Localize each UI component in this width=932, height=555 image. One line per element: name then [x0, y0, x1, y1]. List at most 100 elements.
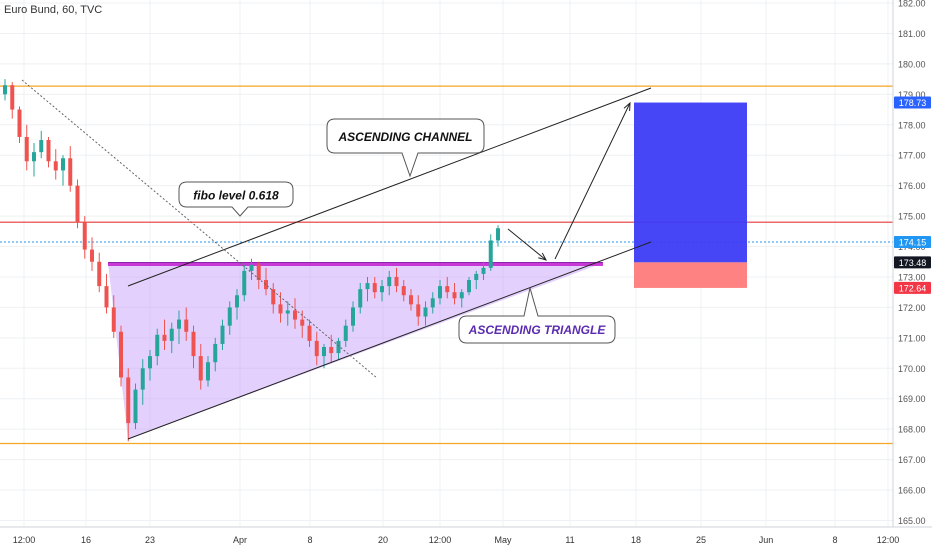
drawings-layer: ASCENDING CHANNEL fibo level 0.618 ASCENDI…: [21, 79, 652, 440]
candle-body: [285, 310, 290, 314]
price-tag: [894, 256, 931, 269]
candle-body: [394, 276, 399, 287]
y-tick-label: 180.00: [898, 59, 926, 69]
candle-body: [119, 331, 123, 378]
candle-body: [336, 340, 341, 354]
candle-body: [235, 295, 239, 308]
y-tick-label: 175.00: [898, 212, 926, 222]
candle-body: [82, 222, 87, 250]
candle-body: [162, 334, 167, 341]
candle-body: [409, 295, 413, 305]
channel-callout-box: [326, 118, 485, 178]
x-tick-label: 16: [81, 535, 91, 545]
triangle-callout-box: [458, 287, 616, 344]
y-tick-label: 171.00: [898, 333, 926, 343]
price-tag: [894, 281, 931, 294]
candle-body: [416, 304, 421, 317]
candle-body: [307, 325, 312, 341]
y-tick-label: 169.00: [898, 394, 926, 404]
price-tag: [894, 96, 931, 109]
price-tag: [894, 235, 931, 248]
y-tick-label: 165.00: [898, 516, 926, 526]
candle-body: [322, 346, 326, 357]
candle-body: [264, 280, 268, 290]
candle-body: [351, 307, 355, 326]
candle-body: [423, 307, 428, 317]
channel-upper-line: [127, 87, 652, 287]
x-tick-label: 20: [378, 535, 388, 545]
x-tick-label: 23: [145, 535, 155, 545]
channel-callout-label: ASCENDING CHANNEL: [337, 130, 472, 144]
candle-body: [97, 261, 102, 287]
y-tick-label: 168.00: [898, 425, 926, 435]
candle-body: [314, 340, 319, 357]
x-tick-label: 12:00: [877, 535, 900, 545]
candle-body: [206, 362, 210, 381]
x-tick-label: 12:00: [429, 535, 452, 545]
candle-body: [474, 273, 479, 281]
candle-body: [365, 283, 370, 290]
tags-layer: 178.73 174.15 173.48 172.64: [894, 96, 931, 294]
projection-arrow-up-head: [623, 101, 631, 112]
y-tick-label: 179.00: [898, 90, 926, 100]
candle-body: [75, 185, 80, 223]
price-tag-label: 172.64: [899, 283, 927, 293]
candle-body: [53, 161, 58, 171]
candle-body: [213, 343, 218, 363]
candle-body: [111, 307, 116, 332]
candle-body: [249, 264, 254, 271]
candle-body: [198, 356, 203, 381]
candle-body: [430, 298, 435, 308]
x-tick-label: May: [494, 535, 512, 545]
candle-body: [169, 328, 174, 341]
candle-body: [104, 286, 109, 308]
candle-body: [68, 158, 73, 186]
price-tag-label: 173.48: [899, 258, 927, 268]
candle-body: [10, 85, 15, 110]
x-tick-label: 25: [696, 535, 706, 545]
y-tick-label: 167.00: [898, 455, 926, 465]
x-tick-label: Apr: [233, 535, 247, 545]
y-tick-label: 166.00: [898, 486, 926, 496]
candle-body: [220, 325, 225, 344]
target-zone: [634, 102, 747, 263]
candle-body: [271, 289, 276, 305]
candle-body: [39, 139, 44, 153]
x-tick-label: 18: [631, 535, 641, 545]
fibo-callout-label: fibo level 0.618: [193, 189, 279, 203]
symbol-title: Euro Bund, 60, TVC: [4, 4, 103, 16]
x-tick-label: 12:00: [13, 535, 36, 545]
candle-body: [343, 325, 348, 341]
channel-lower-line: [127, 241, 652, 440]
candle-body: [278, 304, 283, 314]
candle-body: [438, 286, 442, 299]
y-tick-label: 176.00: [898, 181, 926, 191]
x-tick-label: 8: [307, 535, 312, 545]
candle-body: [177, 319, 181, 329]
candle-body: [467, 280, 471, 293]
y-tick-label: 172.00: [898, 303, 926, 313]
candle-body: [452, 292, 457, 299]
candle-body: [184, 319, 189, 332]
candle-body: [401, 286, 406, 296]
price-tag-label: 174.15: [899, 237, 927, 247]
x-tick-label: 8: [832, 535, 837, 545]
candle-body: [256, 264, 261, 281]
candle-body: [372, 283, 377, 293]
projection-arrow-down-head: [538, 252, 547, 261]
candle-body: [459, 292, 464, 299]
stop-zone: [634, 262, 747, 288]
y-tick-label: 170.00: [898, 364, 926, 374]
candle-body: [496, 228, 500, 241]
y-tick-label: 182.00: [898, 0, 926, 9]
triangle-callout-label: ASCENDING TRIANGLE: [468, 323, 607, 337]
projection-arrow-up: [554, 102, 631, 260]
candle-body: [3, 85, 7, 95]
candle-body: [90, 249, 94, 262]
candle-body: [17, 109, 22, 137]
price-tag-label: 178.73: [899, 98, 927, 108]
candle-body: [227, 307, 232, 326]
candle-body: [126, 377, 131, 424]
candle-body: [445, 286, 450, 293]
